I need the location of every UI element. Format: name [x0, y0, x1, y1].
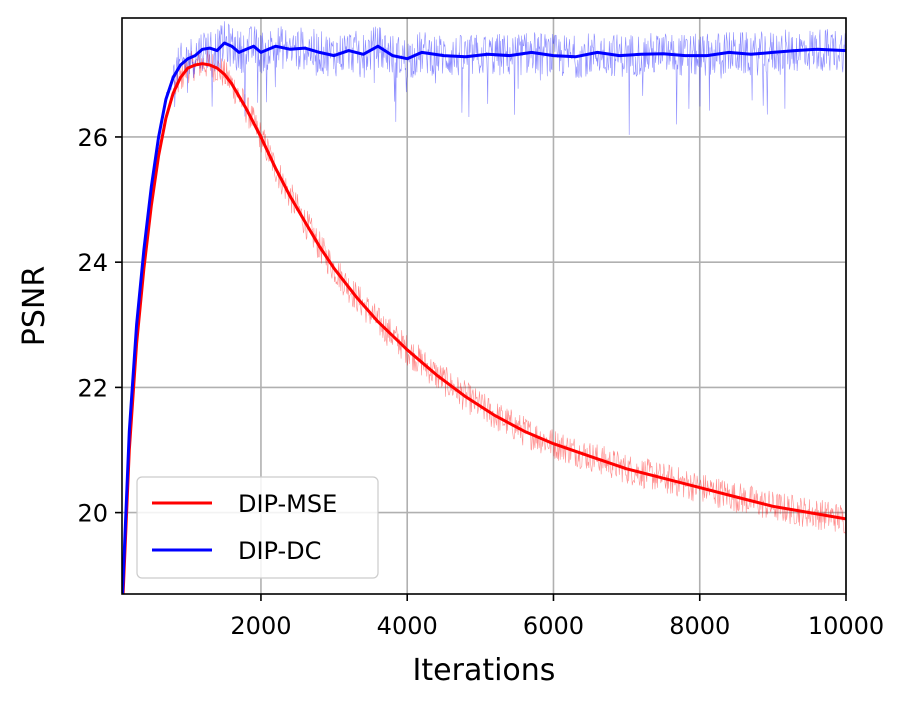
dip-dc-line [122, 41, 846, 594]
legend: DIP-MSE DIP-DC [136, 476, 379, 579]
plot-frame [121, 17, 847, 595]
dip-mse-raw-line [122, 49, 846, 594]
legend-label-dip-mse: DIP-MSE [238, 490, 337, 518]
y-tick-label: 24 [77, 249, 108, 277]
dip-mse-line [122, 62, 846, 594]
dip-dc-raw-line [122, 21, 846, 594]
y-tick-label: 26 [77, 124, 108, 152]
x-axis: 2000 4000 6000 8000 10000 [230, 594, 884, 640]
x-tick-label: 10000 [808, 612, 884, 640]
smoothed-series-layer [122, 41, 846, 594]
y-axis-title: PSNR [17, 266, 52, 346]
x-tick-label: 8000 [669, 612, 730, 640]
x-tick-label: 2000 [230, 612, 291, 640]
y-tick-label: 20 [77, 500, 108, 528]
raw-series-layer [122, 21, 846, 594]
x-tick-label: 6000 [523, 612, 584, 640]
y-tick-label: 22 [77, 374, 108, 402]
legend-label-dip-dc: DIP-DC [238, 537, 321, 565]
x-axis-title: Iterations [413, 653, 556, 688]
y-axis: 20 22 24 26 [77, 124, 122, 528]
x-tick-label: 4000 [377, 612, 438, 640]
